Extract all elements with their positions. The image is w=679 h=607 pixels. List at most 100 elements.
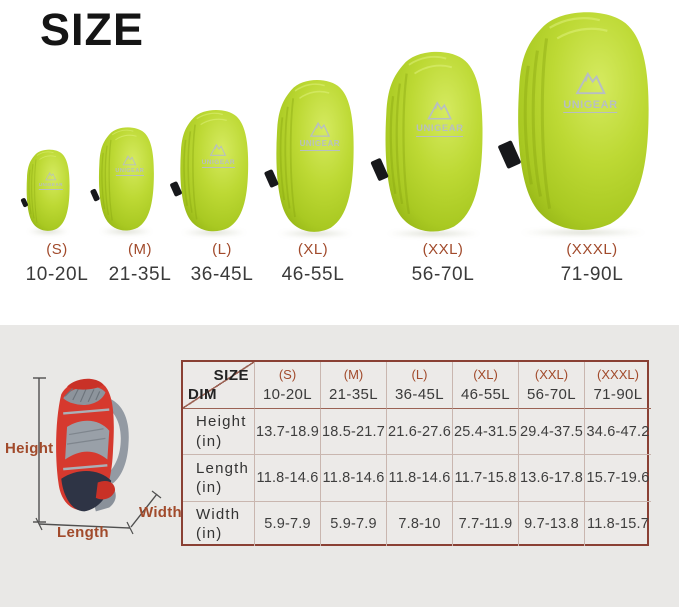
cell-length-s: 11.8-14.6 xyxy=(255,455,321,502)
rain-cover-xxl: UNIGEAR xyxy=(370,46,488,237)
col-header-xxxl: (XXXL) 71-90L xyxy=(585,362,651,409)
size-label-s: (S) 10-20L xyxy=(2,241,112,286)
row-name: Height xyxy=(196,413,247,430)
cell-height-xl: 25.4-31.5 xyxy=(453,409,519,455)
cell-length-xxxl: 15.7-19.6 xyxy=(585,455,651,502)
cover-logo: UNIGEAR xyxy=(416,99,464,137)
rain-cover-xl: UNIGEAR xyxy=(263,75,358,237)
dimension-lines xyxy=(33,377,162,535)
logo-text: UNIGEAR xyxy=(201,159,236,168)
corner-size-label: SIZE xyxy=(213,367,249,384)
cell-width-xxl: 9.7-13.8 xyxy=(519,502,585,546)
cover-shadow xyxy=(27,228,69,235)
cover-logo: UNIGEAR xyxy=(38,171,64,190)
size-capacity: 36-45L xyxy=(190,264,254,285)
cell-height-l: 21.6-27.6 xyxy=(387,409,453,455)
rain-cover-shape xyxy=(180,110,249,232)
col-size-capacity: 46-55L xyxy=(460,386,511,403)
size-code: (S) xyxy=(46,241,68,258)
cover-shadow xyxy=(99,228,154,235)
rain-cover-shape xyxy=(98,127,154,231)
rain-cover-shape xyxy=(385,51,483,232)
cell-width-xl: 7.7-11.9 xyxy=(453,502,519,546)
col-header-l: (L) 36-45L xyxy=(387,362,453,409)
rain-cover-shape xyxy=(26,149,70,231)
width-label: Width xyxy=(139,504,183,521)
col-size-code: (XL) xyxy=(473,367,498,382)
cell-height-s: 13.7-18.9 xyxy=(255,409,321,455)
backpack-image xyxy=(56,378,129,512)
col-size-code: (S) xyxy=(278,367,297,382)
cover-logo: UNIGEAR xyxy=(115,154,145,177)
cell-length-m: 11.8-14.6 xyxy=(321,455,387,502)
row-header-length: Length (in) xyxy=(183,455,255,502)
cover-shadow xyxy=(519,229,647,236)
logo-text: UNIGEAR xyxy=(38,182,64,190)
size-label-xxxl: (XXXL) 71-90L xyxy=(537,241,647,286)
rain-cover-xxxl: UNIGEAR xyxy=(498,5,656,236)
table-corner-cell: SIZE DIM xyxy=(183,362,255,409)
row-name: Width xyxy=(196,505,241,523)
size-code: (M) xyxy=(128,241,152,258)
length-label: Length xyxy=(57,524,109,541)
size-label-l: (L) 36-45L xyxy=(167,241,277,286)
col-size-code: (M) xyxy=(343,367,364,382)
row-unit: (in) xyxy=(196,432,223,450)
rain-cover-shape xyxy=(276,80,354,232)
mountain-icon xyxy=(309,121,330,137)
col-size-code: (L) xyxy=(411,367,428,382)
dimension-section: Height Length Width SIZE DIM (S) 10-20L … xyxy=(0,325,679,607)
size-label-xxl: (XXL) 56-70L xyxy=(388,241,498,286)
cover-logo: UNIGEAR xyxy=(201,142,236,168)
cell-width-s: 5.9-7.9 xyxy=(255,502,321,546)
cell-length-xl: 11.7-15.8 xyxy=(453,455,519,502)
size-capacity: 21-35L xyxy=(108,264,172,285)
rain-cover-l: UNIGEAR xyxy=(169,106,252,236)
row-name: Length xyxy=(196,459,250,477)
page-title: SIZE xyxy=(40,4,145,55)
mountain-icon xyxy=(210,143,227,156)
col-header-xxl: (XXL) 56-70L xyxy=(519,362,585,409)
height-label: Height xyxy=(5,440,54,457)
cell-width-xxxl: 11.8-15.7 xyxy=(587,516,649,532)
size-table: SIZE DIM (S) 10-20L (M) 21-35L (L) 36-45… xyxy=(181,360,651,546)
size-capacity: 56-70L xyxy=(411,264,475,285)
size-capacity: 46-55L xyxy=(281,264,345,285)
mountain-icon xyxy=(122,155,137,166)
col-size-capacity: 36-45L xyxy=(394,386,445,403)
col-size-capacity: 56-70L xyxy=(526,386,577,403)
size-capacity: 10-20L xyxy=(25,264,89,285)
cell-height-xxl: 29.4-37.5 xyxy=(519,409,585,455)
rain-cover-m: UNIGEAR xyxy=(90,124,157,235)
cell-height-m: 18.5-21.7 xyxy=(321,409,387,455)
cover-logo: UNIGEAR xyxy=(299,120,341,152)
size-capacity: 71-90L xyxy=(560,264,624,285)
cell-width-m: 5.9-7.9 xyxy=(321,502,387,546)
rain-cover-shape xyxy=(518,12,649,230)
size-label-m: (M) 21-35L xyxy=(85,241,195,286)
logo-text: UNIGEAR xyxy=(563,99,618,114)
size-code: (XL) xyxy=(297,241,329,258)
col-size-capacity: 10-20L xyxy=(262,386,313,403)
logo-text: UNIGEAR xyxy=(299,139,341,152)
col-size-capacity: 71-90L xyxy=(593,386,643,403)
mountain-icon xyxy=(427,100,453,120)
size-overview-section: SIZE UNIGEAR UNIGEAR xyxy=(2,4,656,286)
size-label-xl: (XL) 46-55L xyxy=(258,241,368,286)
mountain-icon xyxy=(45,171,57,181)
size-code: (XXXL) xyxy=(566,241,618,258)
row-header-width: Width (in) xyxy=(183,502,255,546)
col-header-s: (S) 10-20L xyxy=(255,362,321,409)
col-size-capacity: 21-35L xyxy=(328,386,379,403)
size-code: (XXL) xyxy=(422,241,464,258)
col-header-m: (M) 21-35L xyxy=(321,362,387,409)
cover-shadow xyxy=(386,230,482,237)
rain-cover-s: UNIGEAR xyxy=(19,147,72,235)
col-size-code: (XXXL) xyxy=(597,367,639,382)
col-size-code: (XXL) xyxy=(534,367,569,382)
col-header-xl: (XL) 46-55L xyxy=(453,362,519,409)
cell-length-l: 11.8-14.6 xyxy=(387,455,453,502)
backpack-illustration: Height Length Width xyxy=(0,325,190,607)
cell-height-xxxl: 34.6-47.2 xyxy=(585,409,651,455)
mountain-icon xyxy=(575,71,606,94)
